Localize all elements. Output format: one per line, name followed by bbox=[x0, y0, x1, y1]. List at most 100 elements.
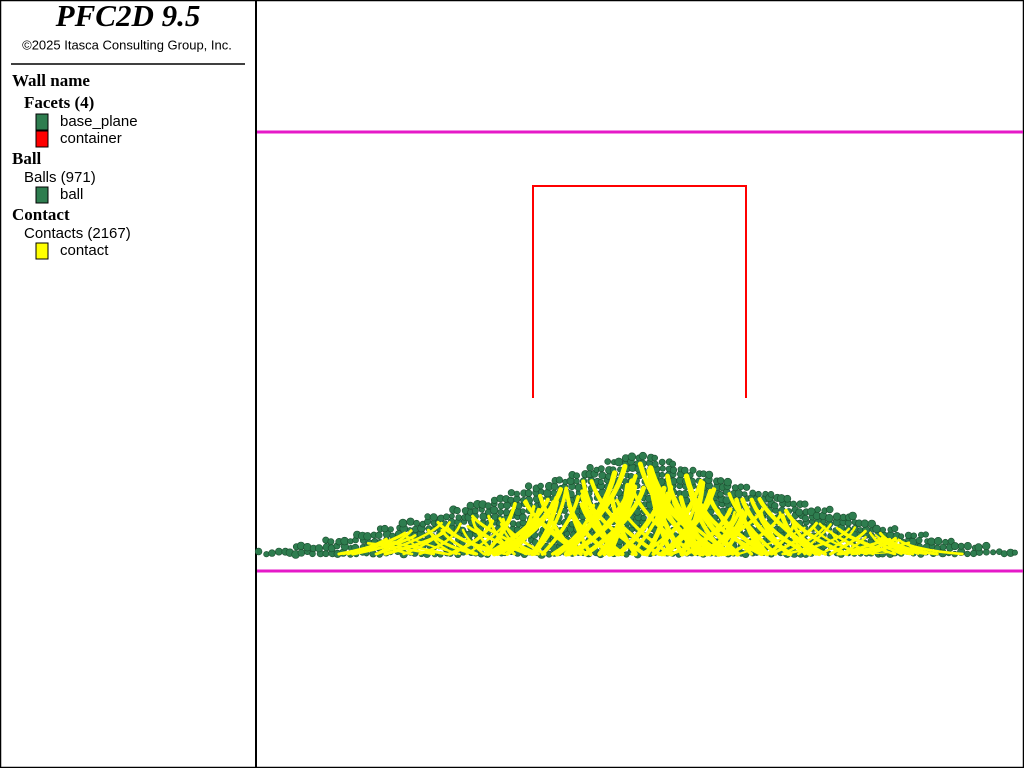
ball bbox=[767, 490, 775, 498]
ball bbox=[783, 494, 792, 503]
ball bbox=[398, 518, 408, 528]
ball bbox=[790, 500, 797, 508]
ball bbox=[737, 483, 745, 491]
contact-chain bbox=[351, 531, 407, 556]
contact-chain bbox=[447, 519, 495, 556]
swatch bbox=[35, 186, 49, 204]
contact-network bbox=[337, 461, 964, 557]
ball bbox=[443, 513, 450, 521]
contact-chain bbox=[616, 485, 667, 557]
contact-chain bbox=[473, 524, 528, 556]
section-title: Wall name bbox=[12, 71, 90, 90]
ball bbox=[659, 465, 666, 472]
contact-chain bbox=[375, 529, 413, 556]
ball bbox=[681, 466, 689, 475]
ball bbox=[586, 464, 594, 472]
contact-chain bbox=[836, 536, 897, 556]
ball bbox=[573, 478, 580, 485]
ball bbox=[507, 489, 516, 497]
contact-chain bbox=[727, 492, 778, 556]
ball bbox=[974, 543, 983, 552]
legend-label: contact bbox=[60, 242, 109, 259]
ball bbox=[689, 466, 697, 474]
ball bbox=[429, 513, 438, 522]
ball bbox=[381, 524, 389, 533]
ball bbox=[964, 550, 971, 558]
ball bbox=[484, 502, 492, 510]
ball bbox=[950, 542, 959, 551]
contact-chain bbox=[850, 541, 911, 556]
ball bbox=[651, 460, 659, 468]
ball bbox=[795, 508, 804, 517]
ball bbox=[658, 458, 666, 466]
ball bbox=[771, 502, 779, 510]
contact-chain bbox=[683, 473, 741, 557]
contact-chain bbox=[708, 497, 770, 557]
legend-label: container bbox=[60, 130, 122, 147]
ball bbox=[520, 508, 526, 515]
ball bbox=[755, 490, 762, 498]
ball bbox=[573, 472, 581, 480]
ball bbox=[638, 451, 648, 461]
ball bbox=[424, 513, 431, 520]
ball bbox=[268, 549, 276, 557]
ball bbox=[927, 537, 936, 546]
ball bbox=[705, 470, 714, 479]
contact-chain bbox=[572, 473, 638, 557]
contact-chain bbox=[630, 491, 669, 556]
contact-chain bbox=[374, 521, 443, 556]
ball bbox=[801, 500, 809, 508]
legend-label: base_plane bbox=[60, 113, 138, 130]
ball bbox=[801, 514, 809, 522]
app-title: PFC2D 9.5 bbox=[55, 0, 201, 33]
ball bbox=[734, 489, 743, 498]
ball bbox=[543, 489, 552, 498]
ball bbox=[555, 476, 564, 484]
contact-chain bbox=[907, 544, 939, 555]
ball bbox=[717, 491, 724, 498]
ball bbox=[363, 532, 372, 541]
ball bbox=[749, 489, 757, 497]
ball bbox=[640, 514, 647, 522]
ball bbox=[375, 531, 383, 539]
ball bbox=[489, 505, 499, 515]
ball bbox=[990, 549, 997, 556]
contact-chain bbox=[693, 508, 764, 556]
ball bbox=[614, 457, 624, 467]
ball bbox=[524, 482, 533, 490]
contact-chain bbox=[538, 493, 578, 557]
ball bbox=[466, 501, 475, 510]
ball bbox=[627, 452, 637, 461]
group-title: Balls (971) bbox=[24, 169, 96, 186]
ball bbox=[651, 454, 658, 462]
contact-chain bbox=[651, 479, 703, 556]
ball bbox=[502, 508, 511, 517]
ball bbox=[1000, 550, 1008, 558]
swatch bbox=[35, 242, 49, 260]
ball bbox=[254, 547, 263, 556]
ball bbox=[860, 519, 869, 528]
ball bbox=[597, 478, 604, 485]
contact-chain bbox=[829, 529, 867, 556]
ball bbox=[957, 542, 965, 550]
ball bbox=[742, 483, 751, 491]
legend-label: ball bbox=[60, 186, 83, 203]
swatch bbox=[35, 113, 49, 131]
contact-chain bbox=[659, 488, 713, 557]
ball bbox=[669, 460, 677, 468]
contact-chain bbox=[897, 538, 964, 556]
ball bbox=[322, 550, 330, 558]
ball bbox=[723, 477, 732, 487]
contact-chain bbox=[651, 487, 685, 557]
ball bbox=[507, 496, 515, 504]
ball bbox=[741, 491, 748, 497]
ball bbox=[297, 548, 306, 557]
ball bbox=[982, 541, 991, 551]
contact-chain bbox=[418, 522, 462, 556]
contact-chain bbox=[540, 495, 581, 556]
ball bbox=[513, 490, 521, 497]
contact-chain bbox=[797, 523, 832, 556]
ball bbox=[524, 489, 533, 497]
